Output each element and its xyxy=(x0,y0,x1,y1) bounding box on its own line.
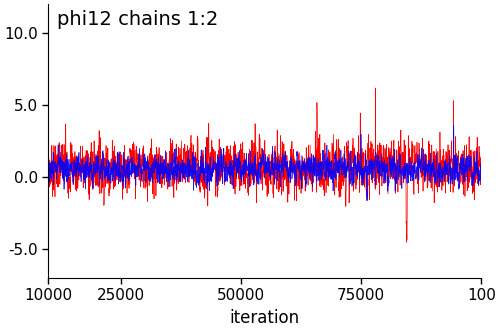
X-axis label: iteration: iteration xyxy=(230,309,300,327)
Text: phi12 chains 1:2: phi12 chains 1:2 xyxy=(57,10,218,29)
